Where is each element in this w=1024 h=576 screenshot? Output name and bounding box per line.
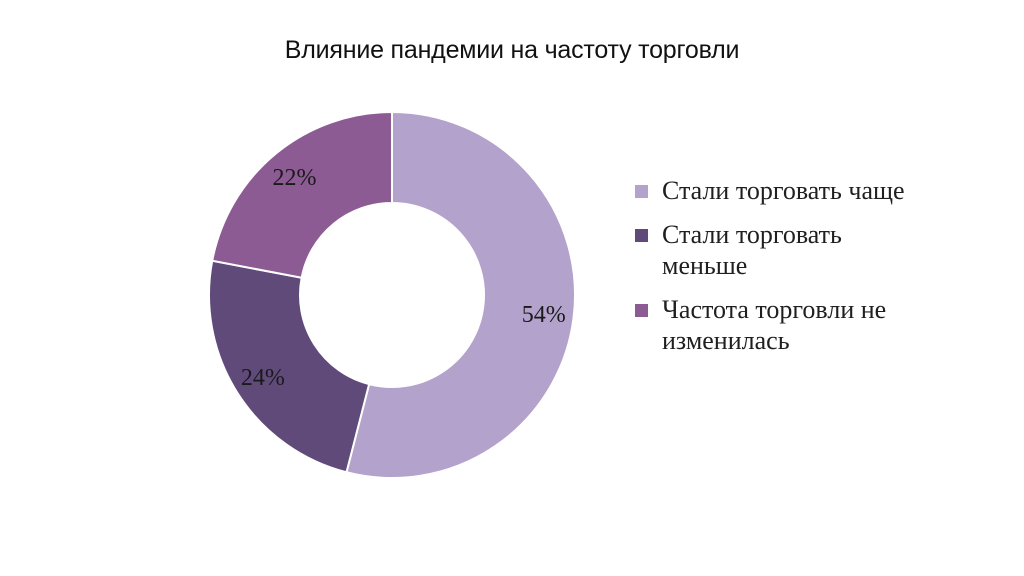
chart-legend: Стали торговать чаще Стали торговать мен… [635, 176, 935, 370]
data-label-less: 24% [241, 365, 285, 391]
legend-swatch [635, 304, 648, 318]
legend-item: Стали торговать меньше [635, 220, 935, 281]
legend-label: Стали торговать меньше [662, 220, 842, 280]
donut-data-labels: 54% 24% 22% [241, 165, 566, 391]
legend-swatch [635, 185, 648, 198]
donut-slices [208, 110, 576, 479]
data-label-same: 22% [272, 165, 316, 191]
legend-swatch [635, 229, 648, 243]
donut-slice-same [211, 110, 393, 279]
legend-label: Частота торговли не изменилась [662, 295, 887, 355]
donut-slice-less [208, 259, 371, 474]
chart-title: Влияние пандемии на частоту торговли [284, 36, 740, 64]
donut-slice-more [345, 110, 576, 479]
legend-item: Стали торговать чаще [635, 176, 935, 206]
data-label-more: 54% [522, 302, 566, 328]
legend-label: Стали торговать чаще [662, 176, 905, 205]
legend-item: Частота торговли не изменилась [635, 295, 935, 356]
